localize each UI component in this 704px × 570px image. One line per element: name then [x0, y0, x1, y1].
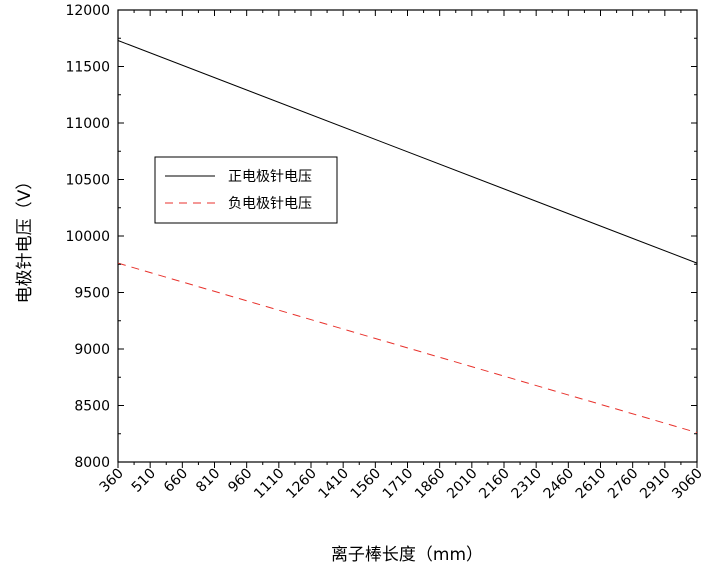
y-tick-label: 11500 — [65, 60, 110, 76]
y-axis: 8000 8500 9000 9500 10000 10500 11000 11500 1200… — [65, 3, 697, 471]
series-line-1 — [117, 40, 698, 264]
x-tick-label: 2310 — [508, 466, 545, 503]
x-tick-label: 2010 — [444, 466, 481, 503]
x-tick-label: 1710 — [380, 466, 417, 503]
plot-border — [117, 9, 698, 463]
x-tick-label: 1260 — [283, 466, 320, 503]
series-line-2 — [117, 262, 698, 434]
y-tick-label: 12000 — [65, 3, 110, 19]
x-tick-label: 510 — [129, 466, 159, 496]
x-tick-label: 660 — [161, 466, 191, 496]
x-tick-label: 2460 — [541, 466, 578, 503]
plot-area — [117, 9, 698, 463]
x-tick-label: 1410 — [315, 466, 352, 503]
x-tick-label: 2910 — [637, 466, 674, 503]
x-tick-label: 1860 — [412, 466, 449, 503]
x-tick-label: 2610 — [573, 466, 610, 503]
x-tick-label: 810 — [193, 466, 223, 496]
y-tick-label: 8500 — [74, 399, 110, 415]
y-tick-label: 9000 — [74, 342, 110, 358]
x-axis: 360 510 660 810 9601110126014101560171018602… — [97, 10, 704, 502]
x-tick-label: 2760 — [605, 466, 642, 503]
y-tick-label: 11000 — [65, 116, 110, 132]
legend-box — [154, 156, 338, 224]
y-tick-label: 9500 — [74, 286, 110, 302]
legend-label: 正电极针电压 — [228, 169, 312, 185]
y-tick-label: 10500 — [65, 173, 110, 189]
x-axis-title: 离子棒长度（mm） — [331, 545, 483, 565]
x-tick-label: 3060 — [669, 466, 704, 503]
series-layer — [117, 40, 698, 434]
y-tick-label: 10000 — [65, 229, 110, 245]
y-axis-title: 电极针电压（V） — [15, 173, 35, 304]
y-tick-label: 8000 — [74, 455, 110, 471]
x-tick-label: 2160 — [476, 466, 513, 503]
x-tick-label: 1560 — [348, 466, 385, 503]
legend-label: 负电极针电压 — [228, 196, 312, 212]
x-tick-label: 1110 — [251, 466, 288, 503]
